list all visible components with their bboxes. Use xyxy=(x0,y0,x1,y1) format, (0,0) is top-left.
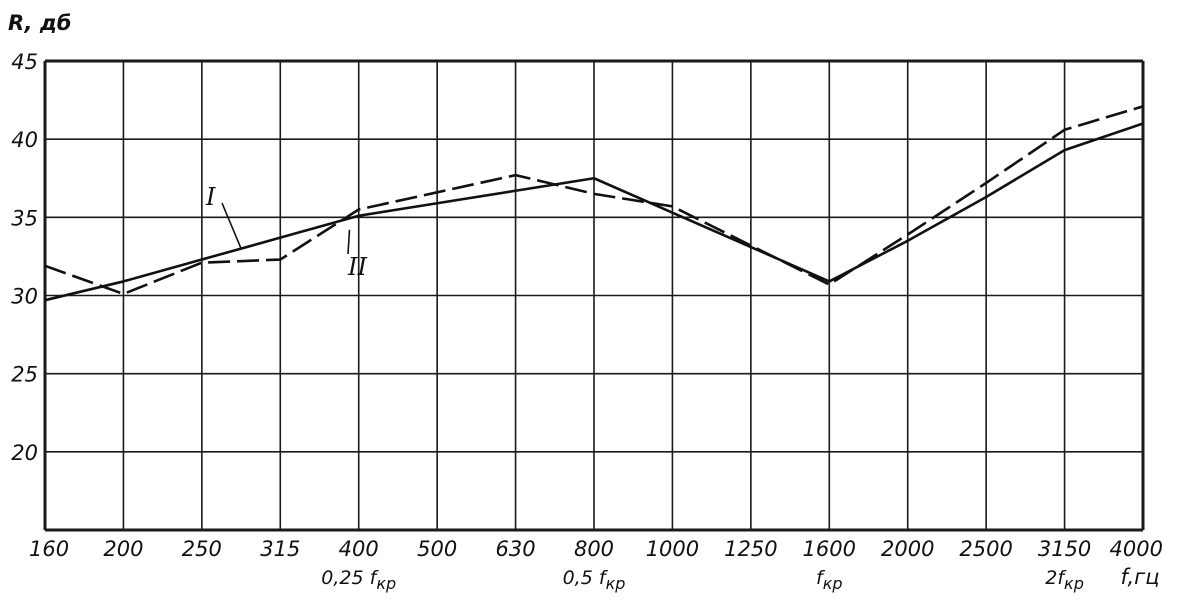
x-tick-label: 500 xyxy=(417,537,457,561)
series-lines xyxy=(44,105,1144,302)
x-tick-label: 160 xyxy=(29,537,69,561)
leader-line-II xyxy=(347,229,351,255)
special-label-symbol: f xyxy=(1057,567,1067,589)
y-tick-label: 45 xyxy=(11,50,38,74)
x-tick-label: 1250 xyxy=(724,537,777,561)
x-axis-unit-label: f,гц xyxy=(1120,565,1159,589)
special-frequency-label: fкр xyxy=(816,567,843,593)
series-line-I xyxy=(44,122,1144,302)
special-label-symbol: f xyxy=(816,567,826,589)
x-tick-label: 4000 xyxy=(1110,537,1163,561)
special-label-subscript: кр xyxy=(376,574,396,593)
special-label-symbol: f xyxy=(370,567,380,589)
y-tick-label: 35 xyxy=(11,206,38,230)
x-tick-label: 315 xyxy=(260,537,300,561)
x-tick-label: 400 xyxy=(339,537,379,561)
special-label-subscript: кр xyxy=(606,574,626,593)
y-tick-label: 40 xyxy=(11,128,38,152)
y-tick-label: 25 xyxy=(11,363,38,387)
curve-label-II: II xyxy=(347,253,367,281)
x-tick-label: 200 xyxy=(103,537,143,561)
special-label-coef: 2 xyxy=(1045,567,1057,589)
special-label-coef: 0,25 xyxy=(321,567,369,589)
y-tick-labels: 20 25 30 35 40 45 xyxy=(11,50,38,465)
y-axis-label: R, дб xyxy=(8,11,71,35)
grid xyxy=(43,59,1145,532)
x-tick-label: 630 xyxy=(496,537,536,561)
x-tick-label: 3150 xyxy=(1038,537,1091,561)
x-tick-label: 800 xyxy=(574,537,614,561)
leader-line-I xyxy=(221,202,242,249)
special-label-symbol: f xyxy=(599,567,609,589)
x-tick-label: 1000 xyxy=(646,537,699,561)
y-tick-label: 20 xyxy=(11,441,38,465)
curve-label-I: I xyxy=(205,183,216,211)
special-label-subscript: кр xyxy=(823,574,843,593)
special-label-coef: 0,5 xyxy=(563,567,599,589)
special-frequency-labels: 0,25 fкр 0,5 fкр fкр 2fкр xyxy=(321,567,1084,593)
special-frequency-label: 0,25 fкр xyxy=(321,567,396,593)
x-tick-label: 250 xyxy=(182,537,222,561)
x-tick-label: 2500 xyxy=(959,537,1012,561)
curve-labels: III xyxy=(205,183,367,281)
x-tick-labels: 160 200 250 315 400 500 630 800 1000 1250 1600 2000… xyxy=(29,537,1163,561)
special-frequency-label: 0,5 fкр xyxy=(563,567,626,593)
special-frequency-label: 2fкр xyxy=(1045,567,1084,593)
x-tick-label: 2000 xyxy=(881,537,934,561)
y-tick-label: 30 xyxy=(11,285,38,309)
special-label-subscript: кр xyxy=(1064,574,1084,593)
series-line-II xyxy=(44,105,1144,296)
x-tick-label: 1600 xyxy=(803,537,856,561)
